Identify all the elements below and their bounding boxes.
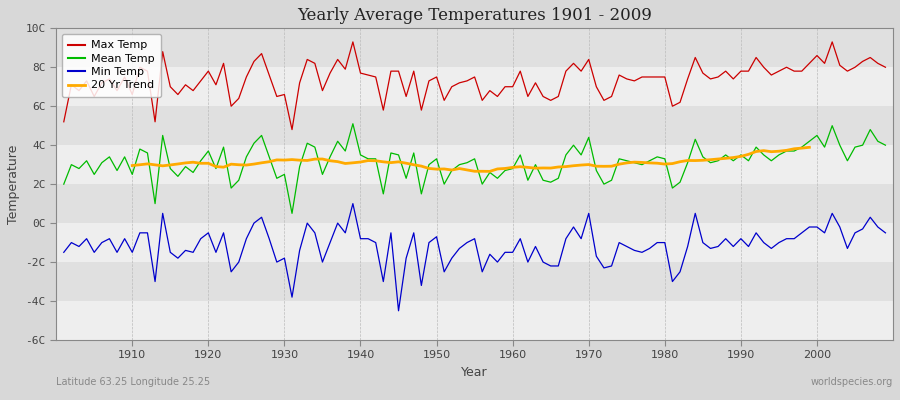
Bar [56, 184, 893, 223]
Bar [56, 106, 893, 145]
Title: Yearly Average Temperatures 1901 - 2009: Yearly Average Temperatures 1901 - 2009 [297, 7, 652, 24]
Bar [56, 145, 893, 184]
Bar [56, 28, 893, 67]
Bar [56, 67, 893, 106]
X-axis label: Year: Year [462, 366, 488, 379]
Legend: Max Temp, Mean Temp, Min Temp, 20 Yr Trend: Max Temp, Mean Temp, Min Temp, 20 Yr Tre… [62, 34, 161, 97]
Bar [56, 223, 893, 262]
Bar [56, 262, 893, 301]
Y-axis label: Temperature: Temperature [7, 144, 20, 224]
Text: Latitude 63.25 Longitude 25.25: Latitude 63.25 Longitude 25.25 [56, 378, 211, 388]
Text: worldspecies.org: worldspecies.org [811, 378, 893, 388]
Bar [56, 301, 893, 340]
